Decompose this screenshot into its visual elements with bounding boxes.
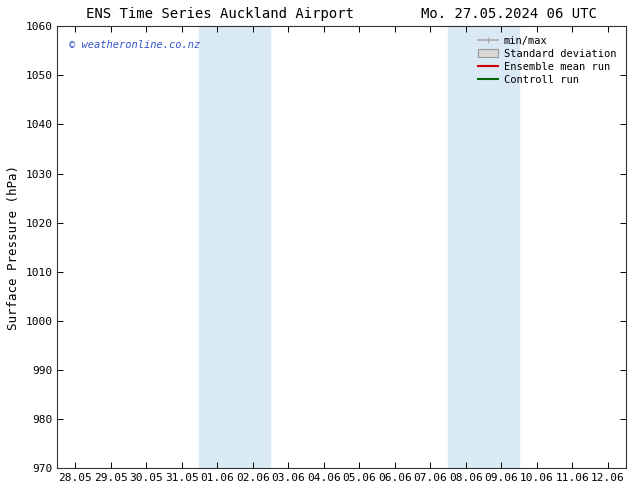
Legend: min/max, Standard deviation, Ensemble mean run, Controll run: min/max, Standard deviation, Ensemble me… (474, 31, 620, 89)
Bar (448, 26, 519, 468)
Text: © weatheronline.co.nz: © weatheronline.co.nz (68, 40, 200, 49)
Y-axis label: Surface Pressure (hPa): Surface Pressure (hPa) (7, 165, 20, 330)
Bar (200, 26, 271, 468)
Title: ENS Time Series Auckland Airport        Mo. 27.05.2024 06 UTC: ENS Time Series Auckland Airport Mo. 27.… (86, 7, 597, 21)
